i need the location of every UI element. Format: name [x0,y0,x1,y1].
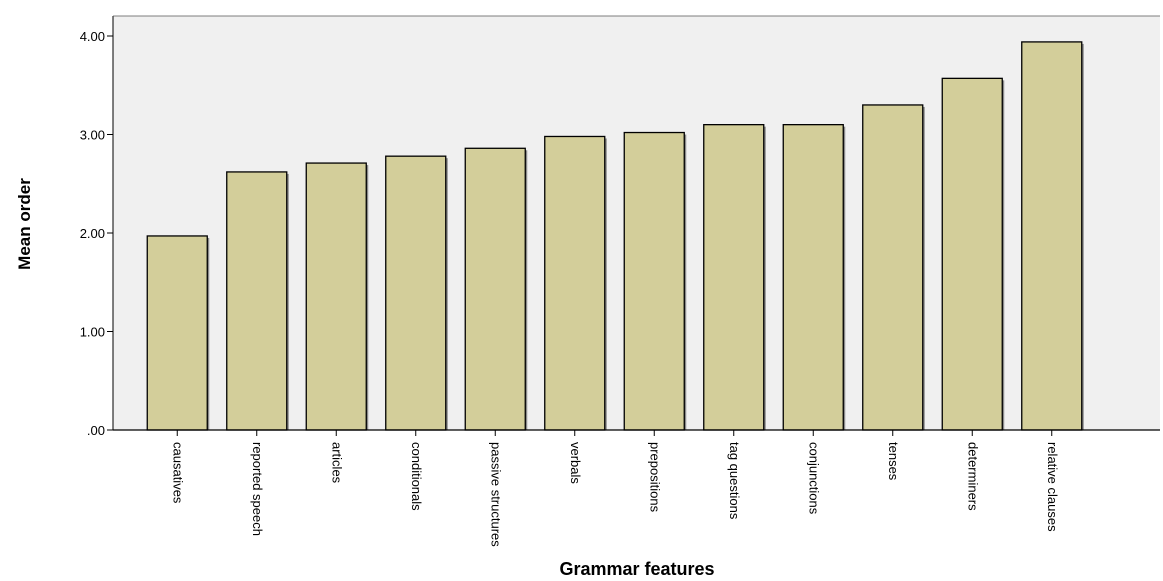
x-tick-label: causatives [170,442,185,504]
bars-group [146,41,1084,431]
x-tick-label: conjunctions [806,442,821,515]
y-tick-label: 3.00 [80,128,105,143]
bar-determiners [941,77,1003,431]
x-tick-label: tenses [886,442,901,481]
bar-tag-questions [703,124,765,431]
x-tick-label: conditionals [409,442,424,511]
bar-conjunctions [782,124,844,431]
y-tick-label: 1.00 [80,325,105,340]
x-axis-title: Grammar features [559,559,714,579]
bar-causatives [146,235,208,431]
x-tick-label: reported speech [250,442,265,536]
x-tick-label: passive structures [488,442,503,547]
bar-prepositions [623,131,685,431]
bar-conditionals [385,155,447,431]
y-axis-title: Mean order [15,178,34,270]
y-tick-label: .00 [87,423,105,438]
bar-reported-speech [226,171,288,431]
y-axis: .00 1.00 2.00 3.00 4.00 [80,16,114,438]
bar-articles [305,162,367,431]
x-tick-label: verbals [568,442,583,484]
bar-tenses [862,104,924,431]
x-tick-label: relative clauses [1045,442,1060,532]
bar-passive-structures [464,147,526,431]
x-tick-label: articles [329,442,344,484]
y-tick-label: 2.00 [80,226,105,241]
y-tick-label: 4.00 [80,29,105,44]
x-tick-label: determiners [965,442,980,511]
bar-verbals [544,135,606,431]
x-tick-label: prepositions [647,442,662,513]
bar-relative-clauses [1021,41,1083,431]
x-tick-label: tag questions [727,442,742,520]
x-axis: causatives reported speech articles conditi… [113,15,1160,547]
